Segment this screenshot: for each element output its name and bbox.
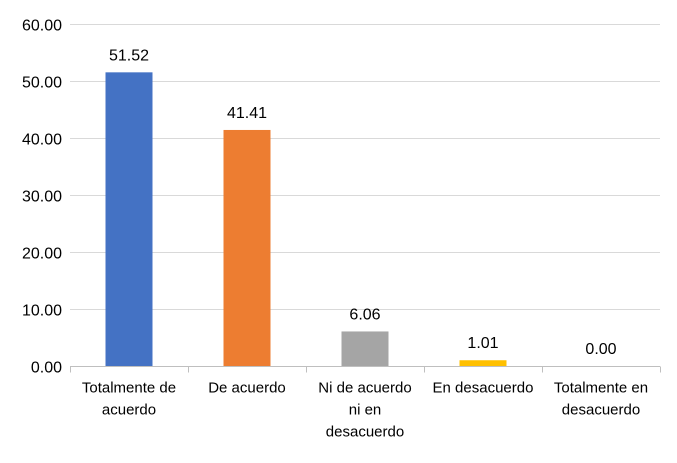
y-tick-label: 60.00 [22,18,62,35]
bars [105,72,507,366]
y-axis-ticks: 0.00 10.00 20.00 30.00 40.00 50.00 60.00 [22,18,62,377]
bar [341,331,389,366]
bar [459,360,507,366]
bar [223,129,271,366]
x-category-label-line: Totalmente de [82,380,176,397]
x-axis-categories: Totalmente de acuerdo De acuerdo Ni de acue… [82,380,648,441]
x-category-label-line: Ni de acuerdo [318,380,411,397]
data-label: 6.06 [349,306,380,323]
x-category-label: Totalmente en desacuerdo [554,380,648,419]
x-category-label: Totalmente de acuerdo [82,380,176,419]
y-tick-label: 20.00 [22,246,62,263]
x-category-label: Ni de acuerdo ni en desacuerdo [318,380,411,441]
bar [105,72,153,366]
y-tick-label: 40.00 [22,132,62,149]
y-tick-label: 10.00 [22,303,62,320]
x-category-label-line: En desacuerdo [433,380,534,397]
x-category-label-line: Totalmente en [554,380,648,397]
data-labels: 51.52 41.41 6.06 1.01 0.00 [109,47,617,358]
x-category-label-line: De acuerdo [208,380,286,397]
y-tick-label: 30.00 [22,189,62,206]
gridlines [70,24,660,310]
x-category-label: En desacuerdo [433,380,534,397]
x-category-label-line: desacuerdo [562,402,640,419]
data-label: 51.52 [109,47,149,64]
x-category-label-line: acuerdo [102,402,156,419]
y-tick-label: 50.00 [22,75,62,92]
x-category-label-line: desacuerdo [326,424,404,441]
axes [70,366,661,373]
data-label: 1.01 [467,335,498,352]
x-category-label: De acuerdo [208,380,286,397]
data-label: 0.00 [585,341,616,358]
y-tick-label: 0.00 [31,360,62,377]
x-category-label-line: ni en [349,402,382,419]
data-label: 41.41 [227,105,267,122]
